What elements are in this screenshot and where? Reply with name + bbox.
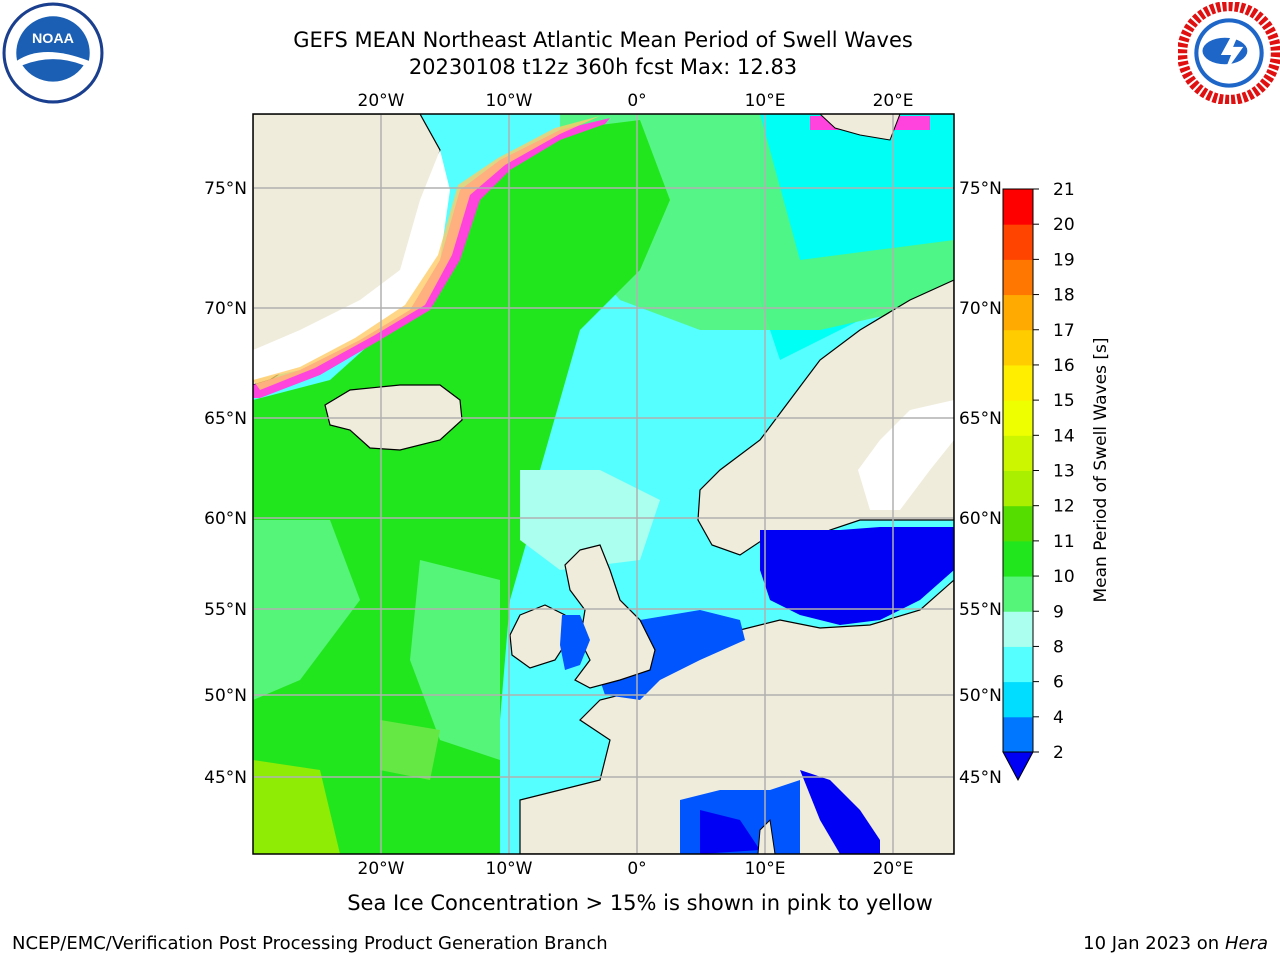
colorbar-segment <box>1003 329 1033 366</box>
colorbar-segment <box>1003 540 1033 577</box>
lat-tick-right: 70°N <box>959 299 1002 319</box>
colorbar-tick-label: 8 <box>1053 637 1064 657</box>
lat-tick-left: 55°N <box>204 600 247 620</box>
colorbar <box>1002 188 1034 782</box>
lat-tick-right: 55°N <box>959 600 1002 620</box>
colorbar-tick-label: 10 <box>1053 567 1075 587</box>
colorbar-segment <box>1003 576 1033 612</box>
colorbar-segment <box>1003 611 1033 647</box>
colorbar-segment <box>1003 646 1033 683</box>
ocean-green-region <box>253 120 670 854</box>
colorbar-tick-label: 16 <box>1053 356 1075 376</box>
map-area <box>253 114 954 854</box>
colorbar-tick-label: 19 <box>1053 250 1075 270</box>
lat-tick-right: 45°N <box>959 768 1002 788</box>
lon-ticks-top: 20°W 10°W 0° 10°E 20°E <box>358 91 914 111</box>
lon-ticks-bottom: 20°W 10°W 0° 10°E 20°E <box>358 859 914 879</box>
ocean-lightgreen-mid <box>410 560 500 760</box>
date-prefix: 10 Jan 2023 on <box>1083 933 1225 954</box>
colorbar-tick-label: 13 <box>1053 462 1075 482</box>
credit-text: NCEP/EMC/Verification Post Processing Pr… <box>12 933 608 954</box>
colorbar-title: Mean Period of Swell Waves [s] <box>1091 338 1111 603</box>
lat-tick-right: 65°N <box>959 409 1002 429</box>
lon-tick-top: 10°E <box>745 91 786 111</box>
colorbar-segment <box>1003 435 1033 471</box>
lat-tick-right: 75°N <box>959 179 1002 199</box>
colorbar-tick-label: 20 <box>1053 215 1075 235</box>
colorbar-tick-label: 15 <box>1053 391 1075 411</box>
lat-ticks-right: 75°N 70°N 65°N 60°N 55°N 50°N 45°N <box>959 179 1002 788</box>
adriatic-sea <box>800 770 880 854</box>
map-gridlines <box>253 114 954 854</box>
ocean-lightcyan-patch <box>520 470 660 570</box>
colorbar-segment <box>1003 470 1033 507</box>
lon-tick-top: 10°W <box>486 91 533 111</box>
bothnia-white <box>858 400 954 510</box>
lat-tick-right: 50°N <box>959 686 1002 706</box>
lat-ticks-left: 75°N 70°N 65°N 60°N 55°N 50°N 45°N <box>204 179 247 788</box>
svalbard-land <box>819 114 901 141</box>
colorbar-tick-label: 18 <box>1053 286 1075 306</box>
corsica-land <box>757 818 776 854</box>
colorbar-segment <box>1003 505 1033 542</box>
lat-tick-left: 60°N <box>204 509 247 529</box>
lat-tick-left: 75°N <box>204 179 247 199</box>
colorbar-tick-label: 6 <box>1053 673 1064 693</box>
colorbar-tick-label: 4 <box>1053 708 1064 728</box>
ocean-green-patch <box>380 720 440 780</box>
ocean-yellowgreen-sw <box>253 760 340 854</box>
irish-sea <box>560 615 590 670</box>
lat-tick-left: 50°N <box>204 686 247 706</box>
colorbar-tick-label: 2 <box>1053 743 1064 763</box>
colorbar-tick-label: 11 <box>1053 532 1075 552</box>
lon-tick-bottom: 10°E <box>745 859 786 879</box>
nws-logo <box>1178 2 1280 104</box>
noaa-logo: NOAA <box>2 2 104 104</box>
colorbar-segment <box>1003 364 1033 401</box>
great-britain-land <box>564 544 656 689</box>
lat-tick-right: 60°N <box>959 509 1002 529</box>
ocean-lightgreen-west <box>253 520 360 700</box>
noaa-logo-text: NOAA <box>32 31 74 47</box>
colorbar-tick-label: 14 <box>1053 426 1075 446</box>
lat-tick-left: 65°N <box>204 409 247 429</box>
lon-tick-top: 20°E <box>873 91 914 111</box>
lon-tick-bottom: 0° <box>627 859 646 879</box>
greenland-white-area <box>253 150 450 380</box>
colorbar-segment <box>1003 716 1033 753</box>
colorbar-tick-label: 21 <box>1053 180 1075 200</box>
date-text: 10 Jan 2023 on Hera <box>1083 933 1268 954</box>
ocean-lightgreen-north <box>560 114 954 330</box>
colorbar-ticks: 2 4 6 8 9 10 11 12 13 14 15 16 17 18 19 20 21 <box>1033 180 1075 763</box>
colorbar-segment <box>1003 400 1033 436</box>
colorbar-extension <box>1002 751 1034 782</box>
colorbar-tick-label: 17 <box>1053 321 1075 341</box>
baltic-sea <box>760 527 954 625</box>
lon-tick-bottom: 20°E <box>873 859 914 879</box>
colorbar-tick-label: 12 <box>1053 497 1075 517</box>
date-host: Hera <box>1224 933 1268 954</box>
colorbar-segment <box>1003 294 1033 331</box>
sea-ice-note: Sea Ice Concentration > 15% is shown in … <box>347 891 933 915</box>
colorbar-segment <box>1003 224 1033 260</box>
lat-tick-left: 45°N <box>204 768 247 788</box>
map-frame <box>252 113 955 855</box>
mediterranean-deep <box>700 810 760 854</box>
colorbar-segment <box>1003 259 1033 296</box>
map-title: GEFS MEAN Northeast Atlantic Mean Period… <box>293 28 913 52</box>
map-subtitle: 20230108 t12z 360h fcst Max: 12.83 <box>408 55 798 79</box>
lon-tick-top: 0° <box>627 91 646 111</box>
colorbar-segment <box>1003 189 1033 225</box>
lon-tick-bottom: 20°W <box>358 859 405 879</box>
colorbar-segment <box>1003 681 1033 718</box>
lon-tick-bottom: 10°W <box>486 859 533 879</box>
lat-tick-left: 70°N <box>204 299 247 319</box>
lon-tick-top: 20°W <box>358 91 405 111</box>
colorbar-tick-label: 9 <box>1053 602 1064 622</box>
